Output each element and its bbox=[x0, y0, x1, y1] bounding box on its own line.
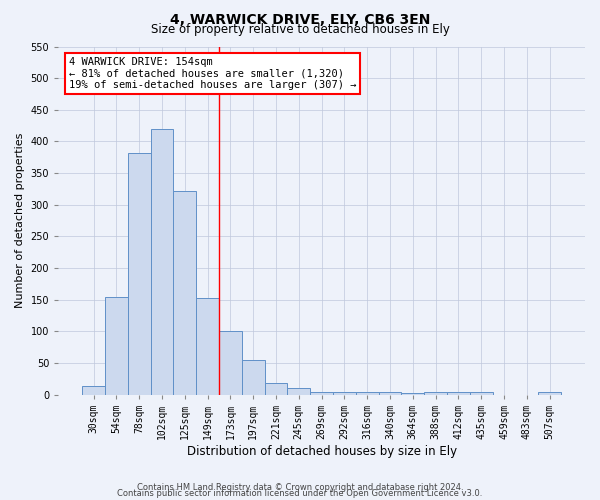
Text: Contains HM Land Registry data © Crown copyright and database right 2024.: Contains HM Land Registry data © Crown c… bbox=[137, 484, 463, 492]
Bar bbox=[265, 384, 287, 394]
Bar bbox=[356, 392, 379, 394]
Y-axis label: Number of detached properties: Number of detached properties bbox=[15, 133, 25, 308]
Bar bbox=[105, 296, 128, 394]
Text: Size of property relative to detached houses in Ely: Size of property relative to detached ho… bbox=[151, 22, 449, 36]
Bar bbox=[379, 392, 401, 394]
Bar bbox=[401, 393, 424, 394]
Text: 4 WARWICK DRIVE: 154sqm
← 81% of detached houses are smaller (1,320)
19% of semi: 4 WARWICK DRIVE: 154sqm ← 81% of detache… bbox=[69, 57, 356, 90]
Bar bbox=[424, 392, 447, 394]
Bar bbox=[333, 392, 356, 394]
Bar bbox=[287, 388, 310, 394]
Bar bbox=[219, 332, 242, 394]
Bar bbox=[151, 129, 173, 394]
Bar bbox=[447, 392, 470, 394]
Text: 4, WARWICK DRIVE, ELY, CB6 3EN: 4, WARWICK DRIVE, ELY, CB6 3EN bbox=[170, 12, 430, 26]
Bar bbox=[82, 386, 105, 394]
Bar bbox=[310, 392, 333, 394]
X-axis label: Distribution of detached houses by size in Ely: Distribution of detached houses by size … bbox=[187, 444, 457, 458]
Bar bbox=[173, 191, 196, 394]
Bar bbox=[128, 153, 151, 394]
Bar bbox=[470, 392, 493, 394]
Bar bbox=[196, 298, 219, 394]
Text: Contains public sector information licensed under the Open Government Licence v3: Contains public sector information licen… bbox=[118, 490, 482, 498]
Bar bbox=[242, 360, 265, 394]
Bar bbox=[538, 392, 561, 394]
